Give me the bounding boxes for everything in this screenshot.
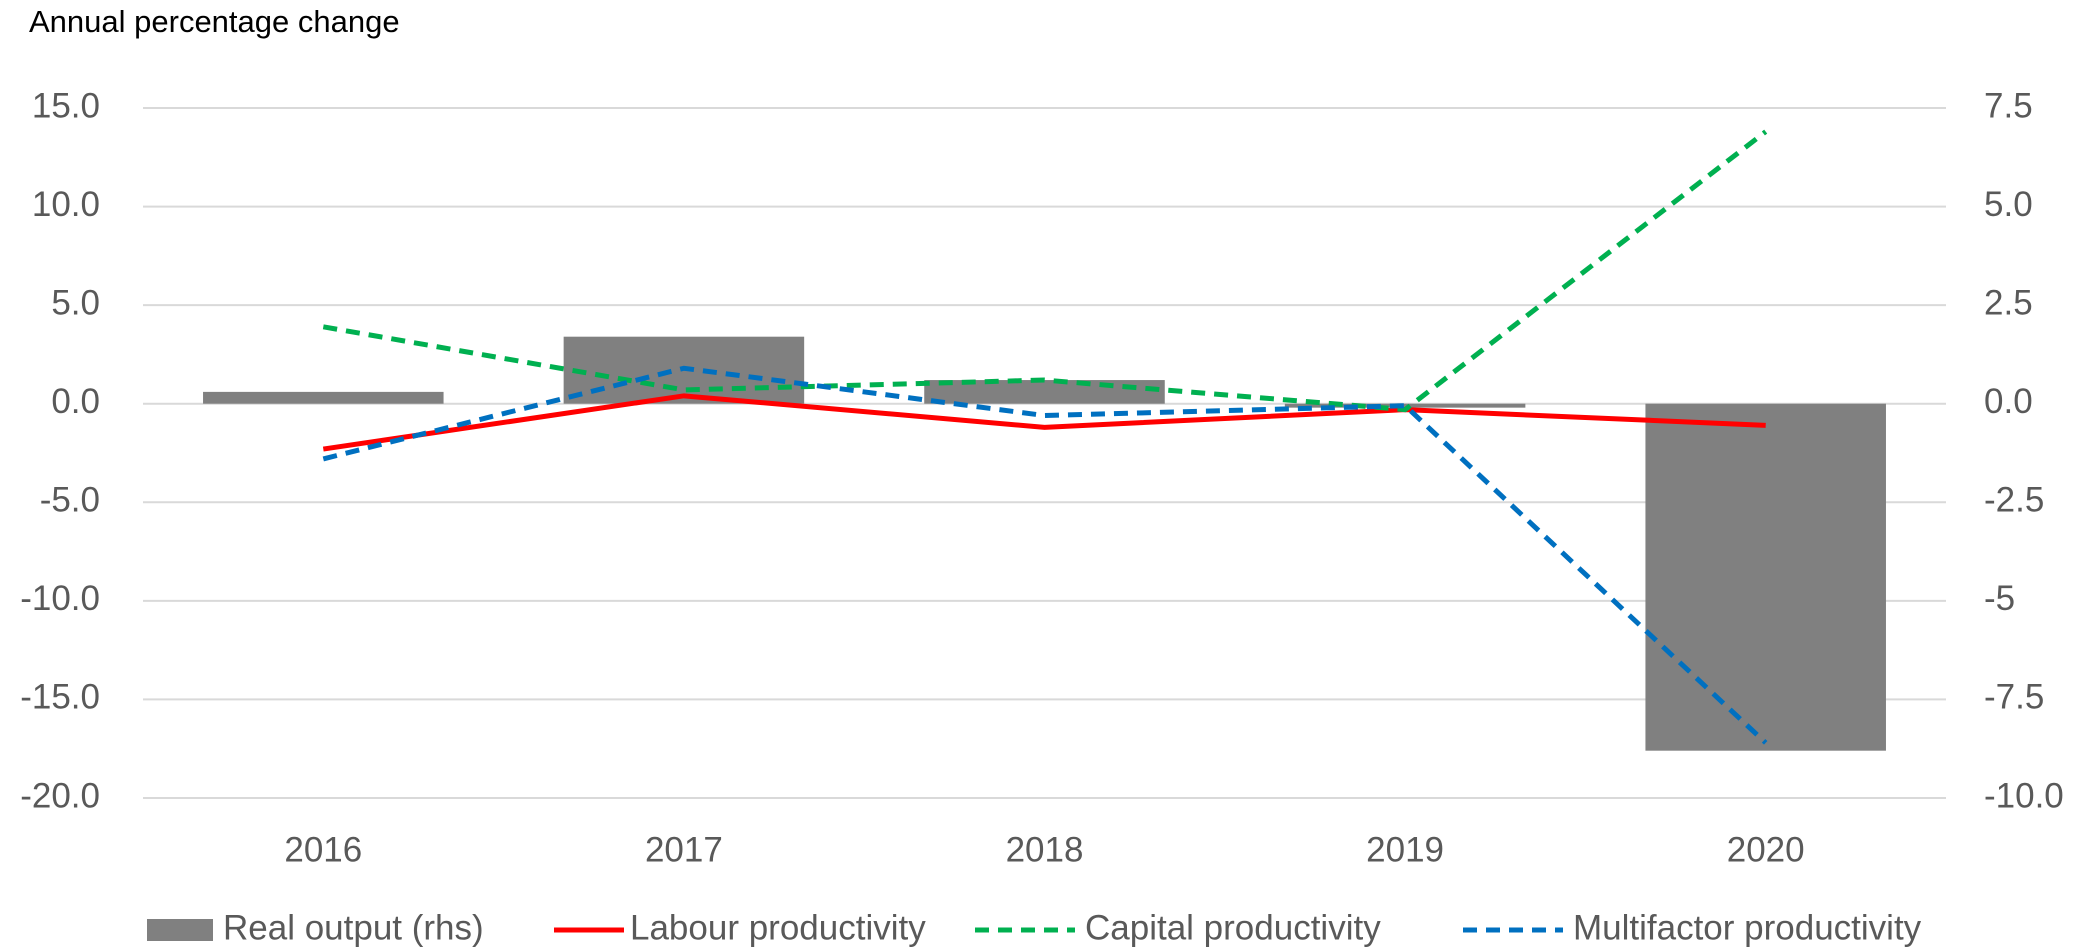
y-tick-label: 0.0 — [51, 382, 100, 421]
x-tick-label: 2018 — [1006, 830, 1084, 869]
y-tick-label: -10.0 — [20, 579, 100, 618]
y2-tick-label: -5 — [1984, 579, 2015, 618]
y-tick-label: 15.0 — [32, 86, 100, 125]
legend-key — [147, 919, 213, 941]
legend-label: Real output (rhs) — [223, 908, 484, 947]
x-tick-label: 2019 — [1366, 830, 1444, 869]
legend-label: Capital productivity — [1085, 908, 1381, 947]
y-tick-label: -15.0 — [20, 678, 100, 717]
y-tick-label: 10.0 — [32, 185, 100, 224]
legend-label: Labour productivity — [630, 908, 926, 947]
y2-tick-label: 5.0 — [1984, 185, 2033, 224]
line — [322, 129, 1768, 413]
y2-tick-label: 2.5 — [1984, 283, 2033, 322]
bar — [924, 380, 1165, 404]
line — [322, 365, 1768, 745]
bar — [1284, 403, 1526, 408]
y-tick-label: -20.0 — [20, 776, 100, 815]
y2-tick-label: -10.0 — [1984, 776, 2064, 815]
y2-tick-label: 7.5 — [1984, 86, 2033, 125]
x-tick-label: 2017 — [645, 830, 723, 869]
y-tick-label: -5.0 — [40, 481, 100, 520]
y-tick-label: 5.0 — [51, 283, 100, 322]
bar — [203, 391, 444, 404]
y2-tick-label: 0.0 — [1984, 382, 2033, 421]
y2-tick-label: -7.5 — [1984, 678, 2044, 717]
x-tick-label: 2020 — [1727, 830, 1805, 869]
y2-tick-label: -2.5 — [1984, 481, 2044, 520]
line — [322, 393, 1766, 452]
chart-title: Annual percentage change — [29, 4, 400, 39]
x-tick-label: 2016 — [284, 830, 362, 869]
bar — [1645, 403, 1886, 751]
legend-label: Multifactor productivity — [1573, 908, 1922, 947]
